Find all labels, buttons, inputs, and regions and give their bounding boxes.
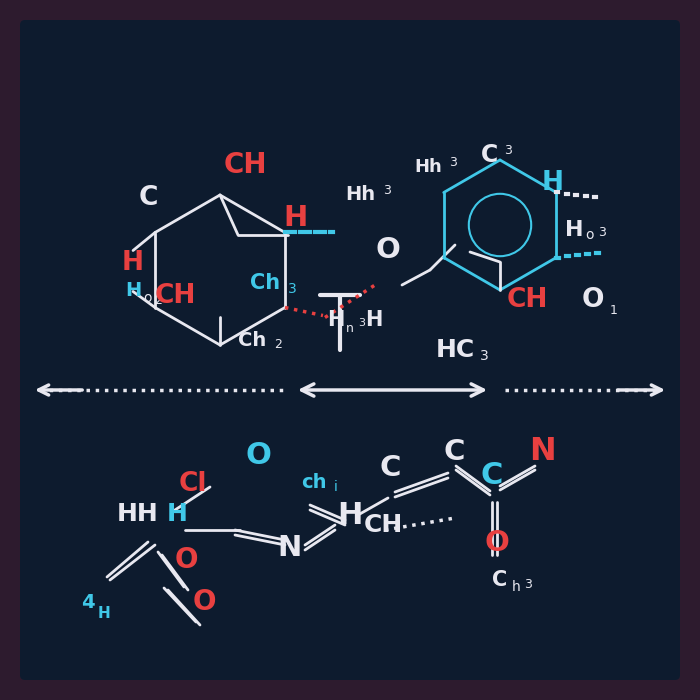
Text: i: i (334, 480, 338, 494)
Text: H: H (97, 606, 111, 620)
Text: 3: 3 (598, 227, 606, 239)
Text: H: H (122, 250, 144, 276)
Text: o: o (586, 228, 594, 242)
Text: C: C (379, 454, 400, 482)
Text: HC: HC (435, 338, 475, 362)
Text: C: C (481, 461, 503, 491)
Text: N: N (530, 437, 556, 468)
Text: Ch: Ch (250, 273, 280, 293)
Text: O: O (582, 287, 604, 313)
Text: O: O (193, 588, 216, 616)
Text: H: H (125, 281, 141, 300)
Text: h: h (512, 580, 520, 594)
Text: H: H (328, 310, 344, 330)
Text: C: C (443, 438, 465, 466)
Text: CH: CH (363, 513, 402, 537)
Text: n: n (346, 323, 354, 335)
Text: O: O (245, 442, 271, 470)
Text: 3: 3 (504, 144, 512, 157)
Text: Cl: Cl (178, 471, 207, 497)
Text: C: C (139, 185, 158, 211)
Text: 1: 1 (610, 304, 618, 318)
Text: 2: 2 (274, 339, 282, 351)
Text: CH: CH (154, 283, 196, 309)
Text: 3: 3 (524, 578, 532, 592)
Text: 4: 4 (81, 594, 94, 612)
Text: HH: HH (117, 502, 159, 526)
Text: Hh: Hh (345, 186, 375, 204)
Text: ch: ch (301, 473, 327, 491)
Text: Hh: Hh (414, 158, 442, 176)
Text: 3: 3 (480, 349, 489, 363)
Text: 2: 2 (154, 295, 162, 307)
Text: C: C (492, 570, 508, 590)
Text: 3: 3 (383, 185, 391, 197)
Text: o: o (144, 291, 153, 305)
Text: H: H (565, 220, 583, 240)
Text: CH: CH (506, 287, 547, 313)
Text: H: H (167, 502, 188, 526)
Text: H: H (542, 170, 564, 196)
Text: H: H (283, 204, 307, 232)
Text: 3: 3 (449, 157, 457, 169)
Text: O: O (174, 546, 197, 574)
Text: O: O (484, 529, 510, 557)
Text: 3: 3 (288, 282, 296, 296)
Text: Ch: Ch (238, 330, 266, 349)
Text: O: O (376, 236, 400, 264)
FancyBboxPatch shape (20, 20, 680, 680)
Text: H: H (365, 310, 383, 330)
Text: 3: 3 (358, 318, 365, 328)
Text: N: N (277, 534, 301, 562)
Text: CH: CH (223, 151, 267, 179)
Text: H: H (337, 500, 363, 529)
Text: C: C (482, 143, 498, 167)
